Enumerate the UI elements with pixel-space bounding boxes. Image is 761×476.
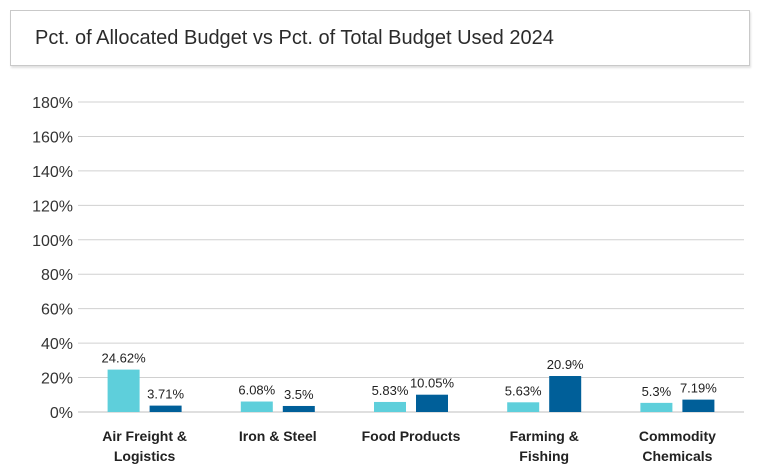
data-label: 5.3% bbox=[642, 384, 672, 399]
data-label: 20.9% bbox=[547, 357, 584, 372]
x-tick-label: Commodity bbox=[639, 428, 716, 444]
y-tick-label: 160% bbox=[32, 129, 73, 146]
x-tick-label: Air Freight & bbox=[102, 428, 187, 444]
y-tick-label: 40% bbox=[41, 336, 73, 353]
y-tick-label: 0% bbox=[50, 405, 73, 422]
chart-title-box: Pct. of Allocated Budget vs Pct. of Tota… bbox=[10, 10, 750, 66]
data-label: 3.5% bbox=[284, 387, 314, 402]
data-label: 24.62% bbox=[102, 351, 147, 366]
y-tick-label: 60% bbox=[41, 302, 73, 319]
x-tick-label: Fishing bbox=[519, 448, 569, 464]
x-tick-label: Farming & bbox=[510, 428, 579, 444]
bar bbox=[374, 401, 406, 412]
data-label: 7.19% bbox=[680, 381, 717, 396]
data-label: 5.63% bbox=[505, 383, 542, 398]
bar bbox=[240, 401, 273, 412]
data-label: 10.05% bbox=[410, 376, 455, 391]
bar bbox=[416, 394, 448, 412]
y-tick-label: 80% bbox=[41, 267, 73, 284]
data-label: 6.08% bbox=[238, 383, 275, 398]
x-tick-label: Food Products bbox=[362, 428, 461, 444]
bar bbox=[107, 369, 140, 412]
y-tick-label: 180% bbox=[32, 95, 73, 112]
chart-title: Pct. of Allocated Budget vs Pct. of Tota… bbox=[35, 27, 554, 49]
bar bbox=[507, 402, 540, 412]
bar bbox=[549, 376, 582, 412]
x-tick-label: Chemicals bbox=[642, 448, 712, 464]
data-label: 3.71% bbox=[147, 387, 184, 402]
y-tick-label: 140% bbox=[32, 164, 73, 181]
x-tick-label: Iron & Steel bbox=[239, 428, 317, 444]
bar bbox=[682, 399, 715, 412]
y-tick-label: 120% bbox=[32, 198, 73, 215]
y-tick-label: 100% bbox=[32, 233, 73, 250]
data-label: 5.83% bbox=[372, 383, 409, 398]
bar bbox=[282, 405, 315, 412]
bar bbox=[640, 402, 673, 412]
y-tick-label: 20% bbox=[41, 371, 73, 388]
x-tick-label: Logistics bbox=[114, 448, 176, 464]
bar bbox=[149, 405, 182, 412]
